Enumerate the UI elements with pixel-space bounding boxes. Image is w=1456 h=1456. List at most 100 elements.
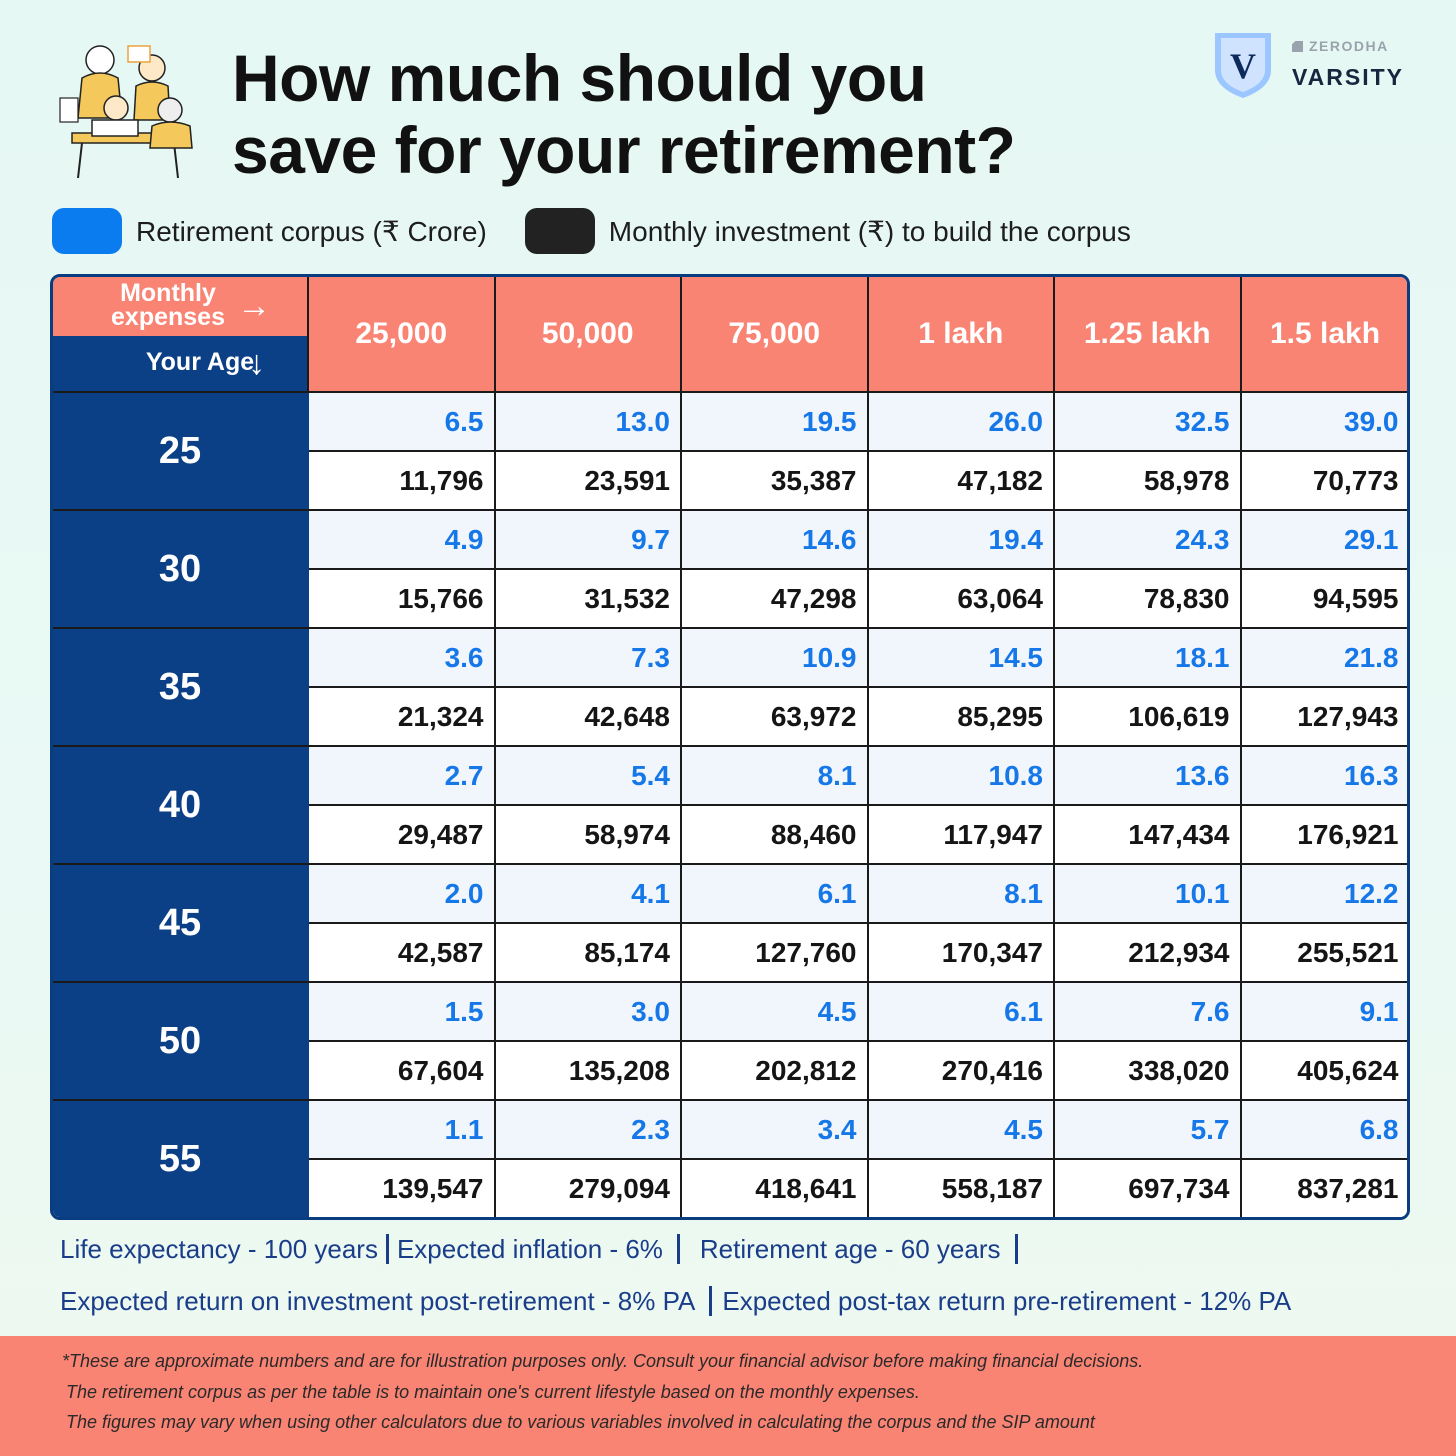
title-line-1: How much should you [232, 41, 927, 115]
brand-name: VARSITY [1292, 64, 1404, 90]
corpus-cell: 19.5 [680, 391, 869, 452]
corpus-cell: 29.1 [1239, 509, 1407, 570]
divider [709, 1286, 713, 1316]
investment-cell: 29,487 [308, 804, 496, 865]
corpus-cell: 18.1 [1053, 627, 1242, 688]
corpus-cell: 10.9 [680, 627, 869, 688]
corpus-cell: 24.3 [1053, 509, 1242, 570]
arrow-right-icon: → [237, 287, 271, 325]
corpus-cell: 12.2 [1239, 863, 1407, 924]
corpus-cell: 4.5 [680, 981, 869, 1042]
corpus-cell: 14.6 [680, 509, 869, 570]
your-age-label: Your Age [145, 348, 255, 376]
investment-cell: 202,812 [680, 1040, 869, 1101]
investment-cell: 405,624 [1239, 1040, 1407, 1101]
brand-parent-name: ZERODHA [1292, 38, 1389, 54]
corpus-cell: 6.1 [680, 863, 869, 924]
investment-cell: 279,094 [493, 1158, 682, 1217]
corpus-cell: 9.1 [1239, 981, 1407, 1042]
divider [676, 1234, 680, 1264]
table-corner-header: Monthly expenses → Your Age ↓ [53, 277, 309, 393]
column-header: 1 lakh [866, 277, 1055, 393]
corpus-cell: 13.6 [1053, 745, 1242, 806]
corpus-cell: 21.8 [1239, 627, 1407, 688]
investment-cell: 23,591 [493, 450, 682, 511]
table-row: 139,547 279,094 418,641 558,187 697,734 837,2… [53, 1158, 1407, 1217]
legend-swatch-black [524, 208, 595, 254]
brand-logo: V ZERODHA VARSITY [1212, 30, 1412, 102]
age-cell: 50 [53, 981, 309, 1101]
investment-cell: 31,532 [493, 568, 682, 629]
title-line-2: save for your retirement? [232, 113, 1016, 187]
age-cell: 40 [53, 745, 309, 865]
legend: Retirement corpus (₹ Crore) Monthly inve… [52, 208, 1169, 254]
corpus-cell: 14.5 [866, 627, 1055, 688]
corpus-cell: 8.1 [680, 745, 869, 806]
legend-item-investment: Monthly investment (₹) to build the corp… [524, 208, 1131, 254]
assumptions-line-2: Expected return on investment post-retir… [60, 1286, 1291, 1317]
investment-cell: 85,174 [493, 922, 682, 983]
age-cell: 25 [53, 391, 309, 511]
corpus-cell: 8.1 [866, 863, 1055, 924]
divider [385, 1234, 389, 1264]
corpus-cell: 4.1 [493, 863, 682, 924]
age-cell: 55 [53, 1099, 309, 1217]
investment-cell: 35,387 [680, 450, 869, 511]
corpus-cell: 16.3 [1239, 745, 1407, 806]
disclaimer-line: The retirement corpus as per the table i… [66, 1381, 920, 1402]
age-cell: 30 [53, 509, 309, 629]
investment-cell: 15,766 [308, 568, 496, 629]
corpus-cell: 26.0 [866, 391, 1055, 452]
corpus-cell: 2.7 [307, 745, 496, 806]
column-header: 25,000 [307, 277, 496, 393]
investment-cell: 139,547 [308, 1158, 496, 1217]
corpus-cell: 2.0 [307, 863, 496, 924]
corpus-cell: 6.8 [1239, 1099, 1407, 1160]
corpus-cell: 10.8 [866, 745, 1055, 806]
page-title: How much should you save for your retire… [232, 42, 1132, 186]
svg-text:V: V [1230, 46, 1256, 86]
legend-label: Retirement corpus (₹ Crore) [136, 215, 487, 247]
column-header: 1.5 lakh [1239, 277, 1407, 393]
investment-cell: 558,187 [866, 1158, 1055, 1217]
assumption-retirement-age: Retirement age - 60 years [699, 1234, 1001, 1264]
table-row: 67,604 135,208 202,812 270,416 338,020 405,62… [53, 1040, 1407, 1101]
investment-cell: 127,943 [1239, 686, 1407, 747]
investment-cell: 11,796 [308, 450, 496, 511]
table-row: 15,766 31,532 47,298 63,064 78,830 94,595 [53, 568, 1407, 629]
assumptions-line-1: Life expectancy - 100 years Expected infl… [60, 1234, 1026, 1265]
divider [1014, 1234, 1018, 1264]
investment-cell: 176,921 [1239, 804, 1407, 865]
investment-cell: 63,064 [866, 568, 1055, 629]
corpus-cell: 3.4 [680, 1099, 869, 1160]
corpus-cell: 7.3 [493, 627, 682, 688]
investment-cell: 106,619 [1053, 686, 1242, 747]
table-row: 35 3.6 7.3 10.9 14.5 18.1 21.8 [53, 627, 1407, 747]
table-row: 11,796 23,591 35,387 47,182 58,978 70,773 [53, 450, 1407, 511]
investment-cell: 255,521 [1239, 922, 1407, 983]
table-row: 55 1.1 2.3 3.4 4.5 5.7 6.8 [53, 1099, 1407, 1217]
investment-cell: 58,974 [493, 804, 682, 865]
corpus-cell: 6.1 [866, 981, 1055, 1042]
investment-cell: 88,460 [680, 804, 869, 865]
investment-cell: 212,934 [1053, 922, 1242, 983]
column-header: 50,000 [493, 277, 682, 393]
investment-cell: 117,947 [866, 804, 1055, 865]
table-row: 25 6.5 13.0 19.5 26.0 32.5 39.0 [53, 391, 1407, 511]
investment-cell: 85,295 [866, 686, 1055, 747]
assumption-life-expectancy: Life expectancy - 100 years [60, 1234, 378, 1264]
investment-cell: 135,208 [493, 1040, 682, 1101]
people-illustration [52, 38, 204, 186]
table-row: 42,587 85,174 127,760 170,347 212,934 255,521 [53, 922, 1407, 983]
table-row: 21,324 42,648 63,972 85,295 106,619 127,943 [53, 686, 1407, 747]
investment-cell: 697,734 [1053, 1158, 1242, 1217]
corpus-cell: 7.6 [1053, 981, 1242, 1042]
investment-cell: 338,020 [1053, 1040, 1242, 1101]
age-cell: 35 [53, 627, 309, 747]
investment-cell: 94,595 [1239, 568, 1407, 629]
corpus-cell: 4.5 [866, 1099, 1055, 1160]
assumption-post-retirement-return: Expected return on investment post-retir… [60, 1286, 696, 1316]
investment-cell: 67,604 [308, 1040, 496, 1101]
table-row: 30 4.9 9.7 14.6 19.4 24.3 29.1 [53, 509, 1407, 629]
corpus-cell: 13.0 [493, 391, 682, 452]
